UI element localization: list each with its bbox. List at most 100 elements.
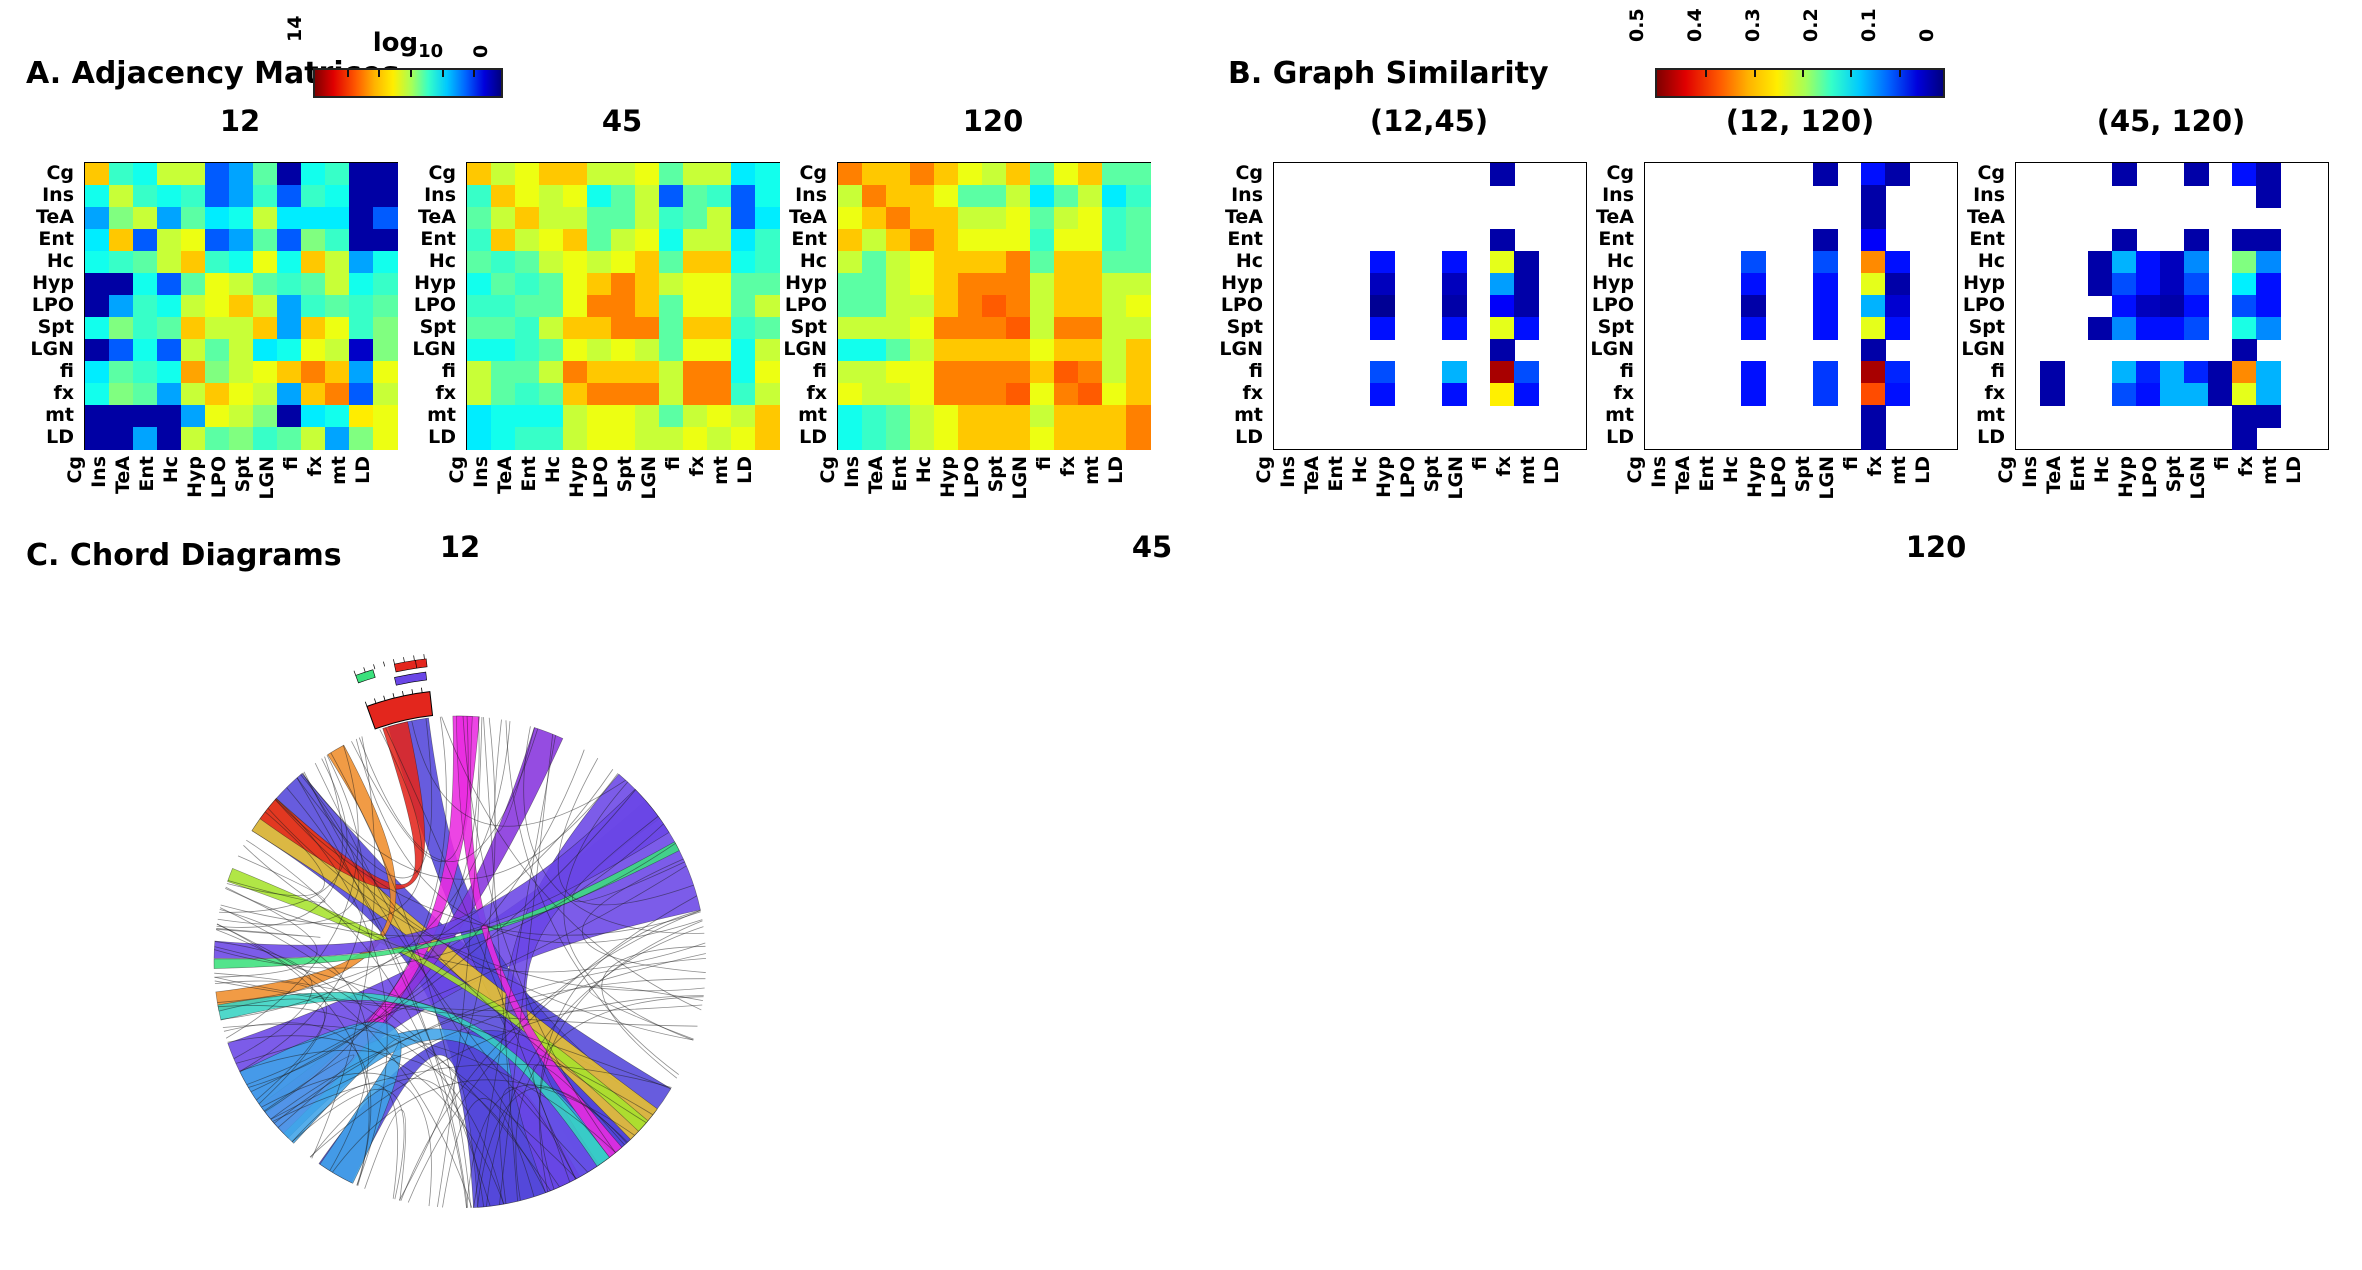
chord-web-line [588, 986, 704, 1040]
heatmap-cell [683, 251, 708, 274]
heatmap-cell [277, 317, 302, 340]
heatmap-cell [587, 185, 612, 208]
chord-web-line [571, 815, 685, 903]
heatmap-cell [934, 383, 959, 406]
heatmap-cell [539, 229, 564, 252]
heatmap-cell [563, 251, 588, 274]
col-label: Hyp [566, 456, 588, 498]
heatmap-cell [886, 163, 911, 186]
heatmap-cell [982, 207, 1007, 230]
heatmap-cell [301, 295, 326, 318]
heatmap-cell [1370, 295, 1395, 318]
chord-diagram-12 [213, 654, 707, 1208]
heatmap-cell [2136, 317, 2161, 340]
heatmap-cell [2088, 251, 2113, 274]
heatmap-cell [1861, 383, 1886, 406]
colorbar-b [1655, 68, 1945, 98]
heatmap-cell [301, 229, 326, 252]
heatmap-cell [2160, 383, 2185, 406]
chord-web-line [270, 978, 706, 1120]
heatmap-cell [2232, 405, 2257, 428]
heatmap-cell [934, 361, 959, 384]
heatmap-cell [1030, 273, 1055, 296]
heatmap-cell [2136, 361, 2161, 384]
heatmap-cell [1054, 339, 1079, 362]
heatmap-cell [1490, 339, 1515, 362]
col-label: Cg [64, 456, 86, 484]
heatmap-cell [2184, 229, 2209, 252]
heatmap-cell [1442, 251, 1467, 274]
heatmap-cell [1006, 295, 1031, 318]
heatmap-cell [1126, 339, 1151, 362]
heatmap-cell [181, 405, 206, 428]
heatmap-cell [587, 405, 612, 428]
heatmap-cell [563, 427, 588, 450]
heatmap-cell [301, 427, 326, 450]
chord-web-lines [214, 715, 707, 1208]
heatmap-cell [1030, 339, 1055, 362]
col-label: Hc [1349, 456, 1371, 484]
heatmap-cell [325, 273, 350, 296]
row-label: fx [1613, 382, 1634, 404]
heatmap-cell [587, 339, 612, 362]
col-label: LPO [961, 456, 983, 499]
heatmap-cell [1126, 317, 1151, 340]
heatmap-cell [373, 185, 398, 208]
heatmap-cell [373, 251, 398, 274]
heatmap-cell [1442, 383, 1467, 406]
heatmap-cell [2160, 273, 2185, 296]
col-label: TeA [2043, 456, 2065, 495]
chord-outer-tick [373, 664, 376, 670]
heatmap-cell [755, 229, 780, 252]
chord-web-line [505, 720, 679, 1075]
heatmap-cell [1030, 163, 1055, 186]
col-label: mt [1517, 456, 1539, 485]
heatmap-cell [982, 185, 1007, 208]
chord-tick [421, 687, 423, 693]
row-label: Hyp [785, 272, 827, 294]
heatmap-cell [373, 273, 398, 296]
row-label: Ent [1227, 228, 1263, 250]
heatmap-cell [2184, 361, 2209, 384]
chord-web-line [235, 865, 687, 1064]
chord-tick [374, 698, 377, 704]
col-label: Cg [1624, 456, 1646, 484]
heatmap-cell [1813, 229, 1838, 252]
heatmap-cell [731, 163, 756, 186]
heatmap-cell [181, 427, 206, 450]
heatmap-cell [1490, 229, 1515, 252]
col-label: LGN [1445, 456, 1467, 500]
heatmap-cell [2232, 427, 2257, 450]
chord-web-line [270, 953, 706, 1120]
heatmap-cell [611, 185, 636, 208]
heatmap-cell [755, 251, 780, 274]
chord-mosaic-block [393, 659, 418, 673]
heatmap-cell [109, 427, 134, 450]
row-label: LD [1235, 426, 1263, 448]
heatmap-cell [1861, 185, 1886, 208]
colorbar-a-max-label: 0 [470, 44, 492, 58]
heatmap-cell [253, 185, 278, 208]
heatmap-cell [2184, 163, 2209, 186]
heatmap-cell [1078, 361, 1103, 384]
row-label: fi [1619, 360, 1634, 382]
heatmap-cell [349, 185, 374, 208]
heatmap-cell [958, 405, 983, 428]
heatmap-cell [301, 185, 326, 208]
colorbar-b-tick-label: 0.4 [1684, 8, 1706, 42]
row-label: Hyp [1592, 272, 1634, 294]
heatmap-cell [755, 185, 780, 208]
heatmap-cell [731, 383, 756, 406]
col-label: fi [1469, 456, 1491, 471]
chord-tick [411, 689, 414, 695]
row-label: Spt [419, 316, 456, 338]
col-label: LGN [256, 456, 278, 500]
heatmap-cell [325, 317, 350, 340]
heatmap-cell [277, 405, 302, 428]
col-label: Ent [2067, 456, 2089, 492]
heatmap-cell [539, 273, 564, 296]
heatmap-cell [539, 361, 564, 384]
heatmap-cell [253, 251, 278, 274]
heatmap-cell [910, 361, 935, 384]
heatmap-cell [229, 185, 254, 208]
